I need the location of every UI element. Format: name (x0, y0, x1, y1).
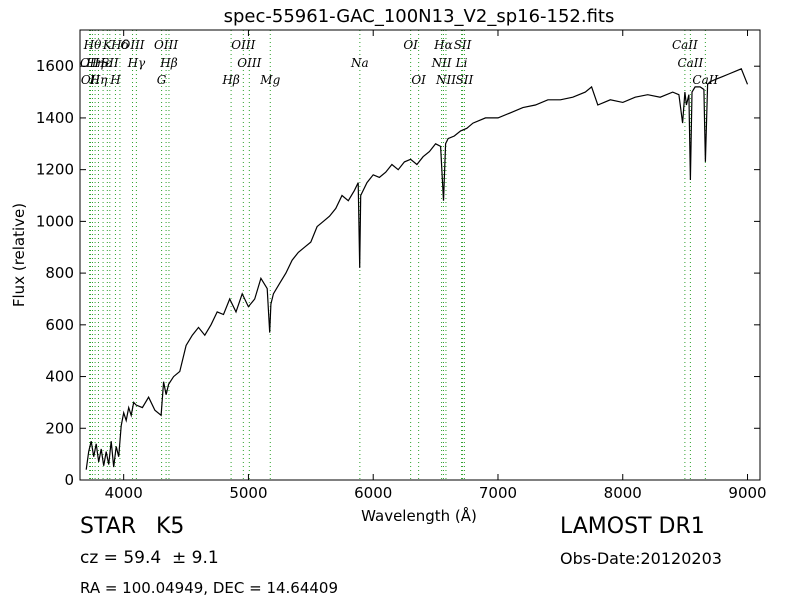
x-axis-label: Wavelength (Å) (361, 506, 477, 525)
x-tick-label: 7000 (479, 484, 517, 502)
line-markers (89, 30, 706, 480)
redshift-value: cz = 59.4 ± 9.1 (80, 548, 219, 568)
line-marker-label: K (102, 38, 113, 52)
plot-frame (79, 29, 761, 481)
y-tick-label: 1000 (36, 212, 74, 230)
line-marker-label: Hγ (127, 56, 146, 70)
line-marker-label: Hβ (221, 73, 239, 87)
x-tick-label: 5000 (229, 484, 267, 502)
y-tick-label: 200 (45, 419, 74, 437)
survey-name: LAMOST DR1 (560, 514, 705, 539)
line-marker-label: CaII (672, 38, 698, 52)
line-marker-label: CaII (677, 56, 703, 70)
line-marker-label: SII (454, 38, 472, 52)
x-tick-label: 4000 (105, 484, 143, 502)
line-marker-label: Hη (89, 73, 108, 87)
line-marker-label: Hβ (159, 56, 177, 70)
line-marker-label: OIII (237, 56, 261, 70)
coordinates: RA = 100.04949, DEC = 14.64409 (80, 579, 339, 597)
spectrum-line (85, 68, 749, 470)
chart-title: spec-55961-GAC_100N13_V2_sp16-152.fits (224, 6, 615, 27)
line-marker-label: SII (456, 73, 474, 87)
y-tick-label: 800 (45, 264, 74, 282)
line-marker-label: Mg (259, 73, 280, 87)
line-marker-label: SII (101, 56, 119, 70)
x-tick-label: 8000 (604, 484, 642, 502)
object-class: STAR (80, 514, 137, 539)
line-marker-label: NII (435, 73, 456, 87)
axis-ticks: 4000 5000 6000 7000 8000 9000 0 200 400 600 800 100… (36, 30, 767, 502)
line-marker-label: CaII (692, 73, 718, 87)
y-tick-label: 1200 (36, 161, 74, 179)
line-marker-label: OII (81, 73, 101, 87)
line-marker-label: Hδ (110, 38, 129, 52)
observation-date: Obs-Date:20120203 (560, 549, 722, 568)
y-tick-label: 0 (64, 471, 74, 489)
x-tick-label: 9000 (728, 484, 766, 502)
y-tick-label: 600 (45, 316, 74, 334)
object-subclass: K5 (156, 514, 185, 539)
line-marker-label: Li (455, 56, 468, 70)
line-marker-label: OI (411, 73, 426, 87)
line-marker-label: NII (431, 56, 452, 70)
line-marker-label: H (109, 73, 121, 87)
line-marker-label: OIII (154, 38, 178, 52)
line-marker-label: Hθ (83, 38, 102, 52)
line-marker-label: OI (403, 38, 418, 52)
line-marker-label: OIII (231, 38, 255, 52)
line-marker-label: Hη (85, 56, 104, 70)
y-tick-label: 1600 (36, 57, 74, 75)
x-tick-label: 6000 (354, 484, 392, 502)
line-marker-label: Hε (94, 56, 112, 70)
line-marker-label: Hα (433, 38, 453, 52)
y-axis-label: Flux (relative) (10, 203, 28, 307)
line-marker-label: G (157, 73, 167, 87)
line-marker-labels: OIIOIIHθHηHηHεKSIIHHδOIIIHγGOIIIHβHβOIII… (80, 38, 719, 87)
y-tick-label: 1400 (36, 109, 74, 127)
line-marker-label: Na (350, 56, 369, 70)
line-marker-label: OIII (120, 38, 144, 52)
y-tick-label: 400 (45, 368, 74, 386)
